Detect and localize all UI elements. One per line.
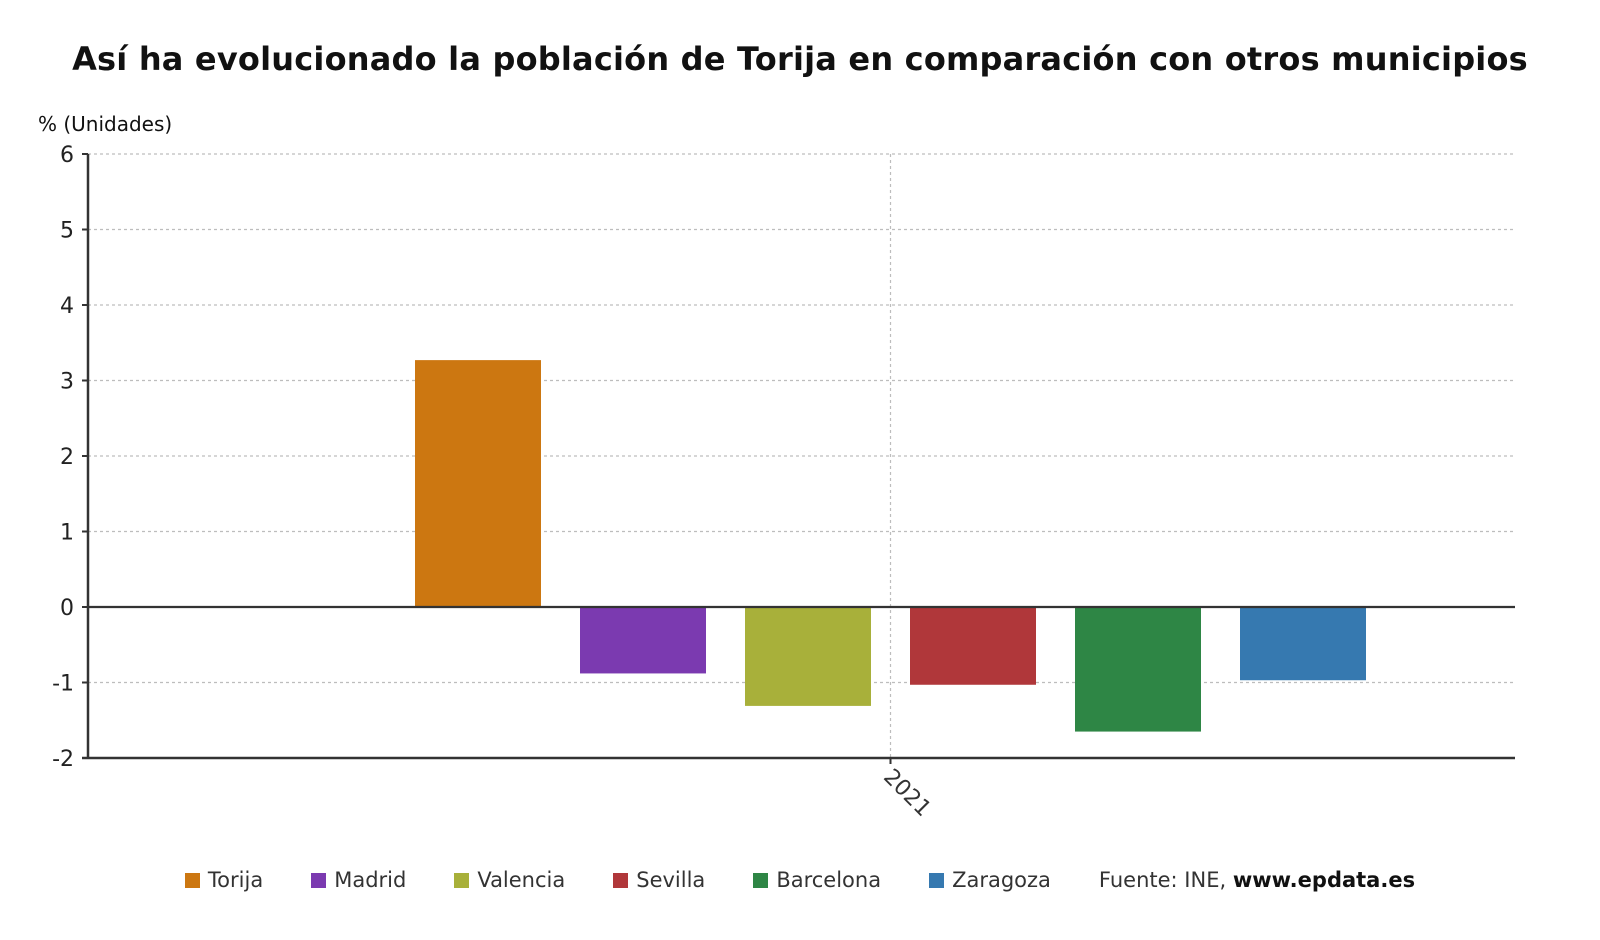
- legend-label-sevilla: Sevilla: [636, 868, 706, 892]
- legend-swatch-zaragoza: [929, 872, 945, 888]
- bar-torija: [415, 360, 541, 607]
- legend-swatch-madrid: [311, 872, 327, 888]
- y-tick-label--1: -1: [52, 672, 74, 697]
- legend-swatch-valencia: [454, 872, 470, 888]
- legend-item-torija: Torija: [184, 868, 264, 892]
- legend-label-valencia: Valencia: [477, 868, 566, 892]
- legend-item-barcelona: Barcelona: [753, 868, 881, 892]
- legend-label-torija: Torija: [207, 868, 264, 892]
- y-axis-unit-label: % (Unidades): [38, 112, 173, 136]
- source-site-link[interactable]: www.epdata.es: [1232, 868, 1416, 892]
- y-tick-label-4: 4: [60, 294, 74, 319]
- y-tick-label-6: 6: [60, 143, 74, 168]
- bar-sevilla: [910, 607, 1036, 685]
- legend-item-sevilla: Sevilla: [613, 868, 705, 892]
- source-prefix: Fuente: INE,: [1098, 868, 1233, 892]
- y-tick-label-3: 3: [60, 370, 74, 395]
- legend-swatch-barcelona: [753, 872, 769, 888]
- bar-valencia: [745, 607, 871, 706]
- y-tick-label--2: -2: [52, 747, 74, 772]
- y-tick-label-1: 1: [60, 521, 74, 546]
- legend-item-zaragoza: Zaragoza: [929, 868, 1051, 892]
- legend-swatch-torija: [184, 872, 200, 888]
- x-tick-label-2021: 2021: [878, 765, 935, 822]
- y-tick-label-0: 0: [60, 596, 74, 621]
- y-tick-label-2: 2: [60, 445, 74, 470]
- bar-barcelona: [1075, 607, 1201, 732]
- bar-zaragoza: [1240, 607, 1366, 681]
- legend-item-valencia: Valencia: [454, 868, 565, 892]
- legend: Torija Madrid Valencia Sevilla Barcelona…: [0, 868, 1600, 892]
- bar-chart: 6 5 4 3 2 1 0 -1 -2 2021: [52, 143, 1515, 822]
- legend-label-madrid: Madrid: [334, 868, 407, 892]
- y-tick-label-5: 5: [60, 219, 74, 244]
- legend-label-zaragoza: Zaragoza: [952, 868, 1051, 892]
- source-credit: Fuente: INE, www.epdata.es: [1099, 868, 1415, 892]
- legend-label-barcelona: Barcelona: [776, 868, 882, 892]
- legend-item-madrid: Madrid: [311, 868, 406, 892]
- bar-madrid: [580, 607, 706, 674]
- chart-title: Así ha evolucionado la población de Tori…: [72, 40, 1528, 78]
- legend-swatch-sevilla: [613, 872, 629, 888]
